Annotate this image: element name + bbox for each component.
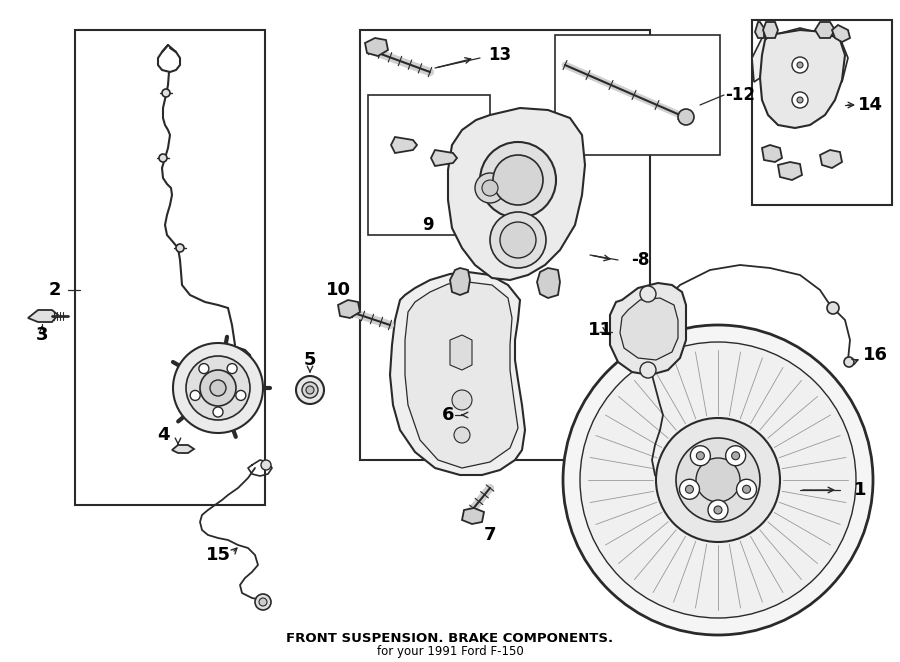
Polygon shape <box>752 28 848 82</box>
Polygon shape <box>450 335 472 370</box>
Circle shape <box>696 458 740 502</box>
Circle shape <box>686 485 694 493</box>
Polygon shape <box>620 298 678 360</box>
Circle shape <box>454 427 470 443</box>
Circle shape <box>725 446 745 466</box>
Circle shape <box>261 460 271 470</box>
Polygon shape <box>431 150 457 166</box>
Circle shape <box>563 325 873 635</box>
Circle shape <box>708 500 728 520</box>
Circle shape <box>697 451 705 459</box>
Bar <box>360 30 650 460</box>
Circle shape <box>452 390 472 410</box>
Text: 16: 16 <box>862 346 887 364</box>
Polygon shape <box>448 108 585 280</box>
Circle shape <box>213 407 223 417</box>
Polygon shape <box>390 272 525 475</box>
Circle shape <box>736 479 757 499</box>
Polygon shape <box>537 268 560 298</box>
Circle shape <box>162 89 170 97</box>
Circle shape <box>259 598 267 606</box>
Circle shape <box>797 62 803 68</box>
Polygon shape <box>762 145 782 162</box>
Text: -12: -12 <box>725 86 755 104</box>
Text: 3: 3 <box>36 326 49 344</box>
Bar <box>75 30 265 505</box>
Circle shape <box>190 391 200 401</box>
Polygon shape <box>763 22 778 38</box>
Bar <box>555 35 720 155</box>
Polygon shape <box>28 310 58 322</box>
Polygon shape <box>338 300 360 318</box>
Text: 7: 7 <box>484 526 496 544</box>
Circle shape <box>236 391 246 401</box>
Circle shape <box>656 418 780 542</box>
Circle shape <box>176 244 184 252</box>
Circle shape <box>306 386 314 394</box>
Circle shape <box>482 180 498 196</box>
Circle shape <box>173 343 263 433</box>
Text: for your 1991 Ford F-150: for your 1991 Ford F-150 <box>376 645 524 659</box>
Text: 2: 2 <box>49 281 61 299</box>
Circle shape <box>200 370 236 406</box>
Circle shape <box>199 363 209 373</box>
Circle shape <box>678 109 694 125</box>
Text: 5: 5 <box>304 351 316 369</box>
Text: 15: 15 <box>205 546 230 564</box>
Text: FRONT SUSPENSION. BRAKE COMPONENTS.: FRONT SUSPENSION. BRAKE COMPONENTS. <box>286 632 614 645</box>
Circle shape <box>714 506 722 514</box>
Circle shape <box>210 380 226 396</box>
Circle shape <box>690 446 710 466</box>
Circle shape <box>302 382 318 398</box>
Polygon shape <box>405 282 518 468</box>
Text: 14: 14 <box>858 96 883 114</box>
Polygon shape <box>815 22 835 38</box>
Polygon shape <box>450 268 470 295</box>
Polygon shape <box>778 162 802 180</box>
Text: 6: 6 <box>442 406 454 424</box>
Circle shape <box>493 155 543 205</box>
Polygon shape <box>172 445 194 453</box>
Circle shape <box>797 97 803 103</box>
Circle shape <box>580 342 856 618</box>
Text: 9: 9 <box>422 216 434 234</box>
Polygon shape <box>832 25 850 42</box>
Circle shape <box>480 142 556 218</box>
Polygon shape <box>462 508 484 524</box>
Circle shape <box>490 212 546 268</box>
Bar <box>752 20 892 205</box>
Text: -8: -8 <box>631 251 649 269</box>
Circle shape <box>792 92 808 108</box>
Circle shape <box>159 154 167 162</box>
Polygon shape <box>391 137 417 153</box>
Text: 1: 1 <box>854 481 866 499</box>
Bar <box>368 95 490 235</box>
Circle shape <box>827 302 839 314</box>
Circle shape <box>742 485 751 493</box>
Polygon shape <box>820 150 842 168</box>
Circle shape <box>296 376 324 404</box>
Circle shape <box>186 356 250 420</box>
Circle shape <box>227 363 237 373</box>
Text: 13: 13 <box>489 46 511 64</box>
Text: 4: 4 <box>157 426 169 444</box>
Circle shape <box>500 222 536 258</box>
Polygon shape <box>365 38 388 56</box>
Polygon shape <box>188 345 252 415</box>
Polygon shape <box>760 30 845 128</box>
Text: 10: 10 <box>326 281 350 299</box>
Text: 11: 11 <box>588 321 613 339</box>
Circle shape <box>792 57 808 73</box>
Circle shape <box>255 594 271 610</box>
Circle shape <box>844 357 854 367</box>
Polygon shape <box>755 22 764 38</box>
Circle shape <box>475 173 505 203</box>
Circle shape <box>680 479 699 499</box>
Polygon shape <box>610 283 686 375</box>
Circle shape <box>676 438 760 522</box>
Circle shape <box>640 362 656 378</box>
Circle shape <box>732 451 740 459</box>
Circle shape <box>640 286 656 302</box>
